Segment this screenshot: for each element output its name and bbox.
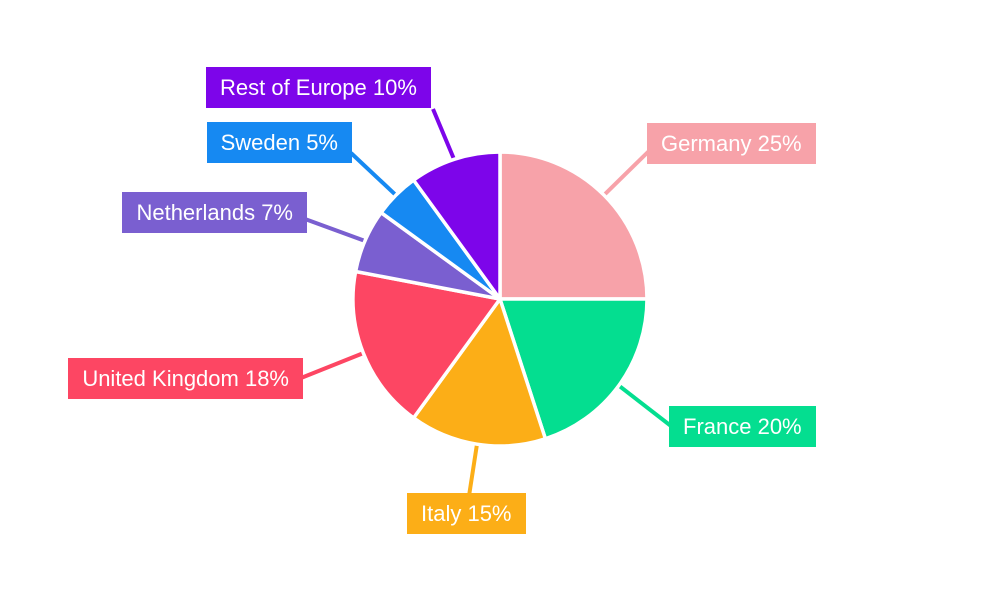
slice-label-france: France 20%: [669, 406, 816, 447]
leader-line-germany: [598, 149, 651, 201]
pie-slice-france: [498, 297, 649, 441]
leader-line-italy: [467, 437, 480, 497]
slice-label-italy: Italy 15%: [407, 493, 526, 534]
slice-label-sweden: Sweden 5%: [206, 122, 352, 163]
pie-slice-germany: [498, 150, 649, 301]
slice-label-rest-of-europe: Rest of Europe 10%: [206, 67, 431, 108]
leader-line-sweden: [349, 151, 402, 201]
leader-line-united-kingdom: [300, 349, 370, 380]
leader-line-france: [612, 380, 673, 428]
slice-label-netherlands: Netherlands 7%: [122, 192, 307, 233]
pie-slice-united-kingdom: [351, 269, 502, 420]
pie-slice-rest-of-europe: [411, 150, 502, 301]
slice-label-germany: Germany 25%: [647, 123, 816, 164]
leader-line-netherlands: [304, 217, 372, 245]
slice-label-united-kingdom: United Kingdom 18%: [68, 358, 303, 399]
pie-slice-italy: [411, 297, 548, 448]
leader-line-rest-of-europe: [431, 108, 459, 166]
